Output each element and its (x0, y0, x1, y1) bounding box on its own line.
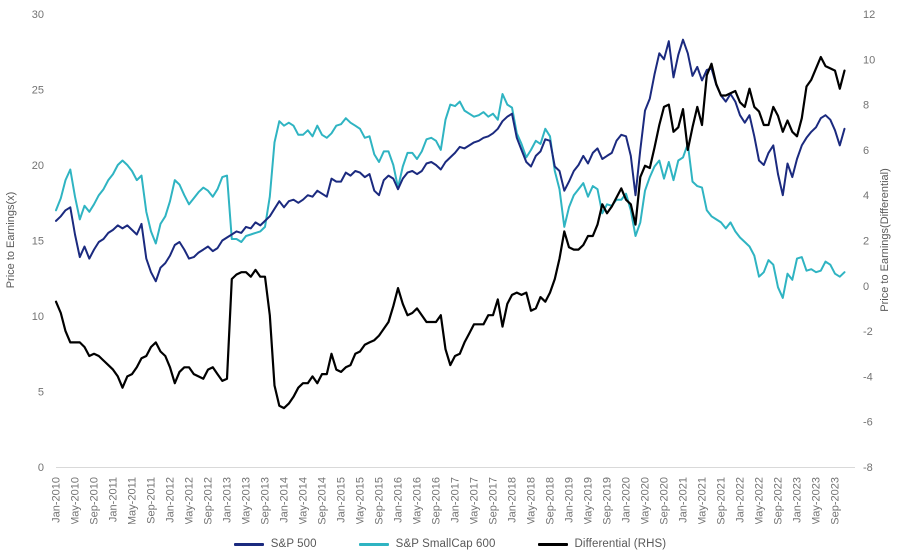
x-tick-label: Jan-2015 (336, 477, 348, 523)
x-tick-label: Jan-2020 (621, 477, 633, 523)
plot-area: 0 5 10 15 20 25 30 -8 -6 -4 -2 0 2 4 6 8 10 12 Jan-2010 May… (32, 9, 876, 524)
x-tick-label: Jan-2013 (222, 477, 234, 523)
series-line-s-p-smallcap-600 (55, 93, 846, 299)
x-tick-label: Sep-2012 (203, 477, 215, 524)
x-tick-label: Sep-2018 (545, 477, 557, 524)
x-tick-label: Jan-2017 (450, 477, 462, 523)
x-tick-label: Jan-2023 (792, 477, 804, 523)
x-tick-label: Jan-2010 (51, 477, 63, 523)
x-tick-label: Sep-2020 (659, 477, 671, 524)
y-left-tick-label: 10 (32, 311, 44, 323)
x-tick-label: Jan-2016 (393, 477, 405, 523)
x-tick-label: May-2021 (697, 477, 709, 524)
legend-item-smallcap600: S&P SmallCap 600 (358, 538, 496, 550)
x-tick-label: May-2016 (412, 477, 424, 524)
y-left-axis-title: Price to Earnings(x) (5, 192, 17, 289)
x-tick-label: Jan-2021 (678, 477, 690, 523)
series-line-s-p-500 (55, 38, 846, 283)
y-right-tick-label: 4 (863, 190, 869, 202)
x-tick-label: May-2022 (754, 477, 766, 524)
x-tick-label: Jan-2012 (165, 477, 177, 523)
y-right-tick-label: 6 (863, 145, 869, 157)
legend-item-sp500: S&P 500 (233, 538, 317, 550)
x-tick-label: Jan-2018 (507, 477, 519, 523)
y-right-tick-label: 8 (863, 100, 869, 112)
x-tick-label: Jan-2022 (735, 477, 747, 523)
y-left-tick-label: 20 (32, 160, 44, 172)
series-line-differential-rhs (54, 55, 846, 410)
x-tick-label: May-2015 (355, 477, 367, 524)
x-tick-label: Sep-2017 (488, 477, 500, 524)
x-tick-label: Sep-2021 (716, 477, 728, 524)
legend-label-sp500: S&P 500 (270, 538, 317, 550)
x-tick-label: May-2020 (640, 477, 652, 524)
chart-legend: S&P 500 S&P SmallCap 600 Differential (R… (0, 538, 900, 550)
legend-label-differential: Differential (RHS) (574, 538, 667, 550)
y-right-tick-label: -2 (863, 326, 873, 338)
y-left-tick-label: 25 (32, 85, 44, 97)
x-tick-label: Sep-2016 (431, 477, 443, 524)
x-tick-label: May-2010 (70, 477, 82, 524)
x-tick-label: Sep-2019 (602, 477, 614, 524)
y-right-tick-label: -4 (863, 371, 873, 383)
x-tick-label: Sep-2014 (317, 477, 329, 524)
x-tick-label: Sep-2013 (260, 477, 272, 524)
x-tick-label: Sep-2010 (89, 477, 101, 524)
x-tick-label: Sep-2015 (374, 477, 386, 524)
x-tick-label: Sep-2011 (146, 477, 158, 524)
x-tick-label: Sep-2023 (830, 477, 842, 524)
x-tick-label: May-2017 (469, 477, 481, 524)
pe-line-chart: Price to Earnings(x) Price to Earnings(D… (5, 9, 891, 524)
x-tick-label: May-2018 (526, 477, 538, 524)
smallcap600-line-swatch-icon (358, 542, 389, 546)
y-right-tick-label: -6 (863, 417, 873, 429)
y-right-axis-title: Price to Earnings(Differential) (879, 168, 891, 311)
sp500-line-swatch-icon (233, 542, 264, 546)
y-left-tick-label: 0 (38, 462, 44, 474)
y-left-tick-label: 5 (38, 387, 44, 399)
x-tick-label: May-2011 (127, 477, 139, 524)
x-tick-label: May-2023 (811, 477, 823, 524)
y-right-tick-label: 2 (863, 236, 869, 248)
x-tick-label: Sep-2022 (773, 477, 785, 524)
legend-label-smallcap600: S&P SmallCap 600 (395, 538, 496, 550)
x-tick-label: May-2014 (298, 477, 310, 524)
y-right-tick-label: -8 (863, 462, 873, 474)
y-right-tick-label: 0 (863, 281, 869, 293)
differential-line-swatch-icon (537, 542, 568, 546)
x-tick-label: Jan-2011 (108, 477, 120, 522)
legend-item-differential: Differential (RHS) (537, 538, 667, 550)
y-left-tick-label: 15 (32, 236, 44, 248)
x-tick-label: May-2019 (583, 477, 595, 524)
y-right-tick-label: 12 (863, 9, 875, 21)
y-left-tick-label: 30 (32, 9, 44, 21)
x-tick-label: May-2012 (184, 477, 196, 524)
y-right-tick-label: 10 (863, 54, 875, 66)
x-tick-label: May-2013 (241, 477, 253, 524)
x-tick-label: Jan-2014 (279, 477, 291, 523)
x-tick-label: Jan-2019 (564, 477, 576, 523)
